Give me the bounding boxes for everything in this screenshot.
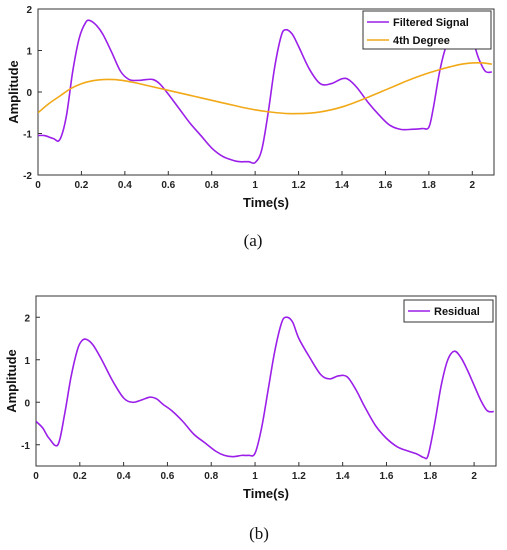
x-tick-label: 1.8 — [423, 471, 437, 482]
x-tick-label: 1 — [252, 180, 258, 191]
x-tick-label: 1.8 — [422, 180, 436, 191]
x-tick-label: 0 — [35, 180, 41, 191]
y-tick-label: -2 — [23, 171, 32, 182]
x-tick-label: 0.4 — [117, 471, 131, 482]
y-tick-label: 1 — [26, 47, 32, 58]
series-layer-a — [38, 19, 492, 165]
x-tick-label: 0.6 — [161, 180, 175, 191]
x-ticks-a: 0 0.2 0.4 0.6 0.8 1 1.2 1.4 1.6 1.8 2 — [35, 171, 476, 191]
y-tick-label: 1 — [24, 356, 30, 367]
panel-a: 0 0.2 0.4 0.6 0.8 1 1.2 1.4 1.6 1.8 2 -2 -1 0 1 2 Time… — [6, 5, 495, 250]
series-line-filtered-signal-a — [38, 19, 492, 165]
x-tick-label: 1.2 — [292, 471, 306, 482]
x-tick-label: 0 — [33, 471, 39, 482]
x-tick-label: 0.4 — [118, 180, 132, 191]
x-tick-label: 1.6 — [378, 180, 392, 191]
x-tick-label: 0.2 — [73, 471, 87, 482]
legend-label-filtered-signal: Filtered Signal — [393, 17, 469, 29]
x-ticks-b: 0 0.2 0.4 0.6 0.8 1 1.2 1.4 1.6 1.8 2 — [33, 462, 477, 482]
y-axis-label-a: Amplitude — [6, 60, 21, 124]
x-tick-label: 0.2 — [74, 180, 88, 191]
legend-b: Residual — [403, 299, 494, 323]
y-tick-label: -1 — [21, 441, 30, 452]
x-tick-label: 0.8 — [204, 471, 218, 482]
series-line-residual-b — [36, 316, 494, 460]
plot-area-b — [35, 295, 497, 467]
legend-label-4th-degree: 4th Degree — [393, 35, 450, 47]
x-axis-label-b: Time(s) — [243, 486, 289, 501]
x-tick-label: 2 — [470, 180, 476, 191]
series-line-4th-degree-a — [38, 61, 492, 115]
series-layer-b — [36, 316, 494, 460]
legend-a: Filtered Signal 4th Degree — [362, 10, 492, 50]
y-ticks-b: -1 0 1 2 — [21, 313, 40, 452]
legend-box-b — [403, 299, 494, 323]
y-tick-label: -1 — [23, 130, 32, 141]
x-tick-label: 1.4 — [336, 471, 350, 482]
y-tick-label: 0 — [24, 398, 30, 409]
x-tick-label: 1.4 — [335, 180, 349, 191]
x-tick-label: 2 — [471, 471, 477, 482]
panel-label-a: (a) — [244, 231, 263, 250]
x-tick-label: 0.6 — [160, 471, 174, 482]
legend-box-a — [362, 10, 492, 50]
y-axis-label-b: Amplitude — [4, 349, 19, 413]
x-tick-label: 0.8 — [205, 180, 219, 191]
y-tick-label: 2 — [24, 313, 30, 324]
panel-b: 0 0.2 0.4 0.6 0.8 1 1.2 1.4 1.6 1.8 2 -1 0 1 2 Time(s… — [4, 295, 497, 543]
y-tick-label: 0 — [26, 88, 32, 99]
x-tick-label: 1.2 — [292, 180, 306, 191]
x-axis-label-a: Time(s) — [243, 195, 289, 210]
x-tick-label: 1.6 — [380, 471, 394, 482]
y-tick-label: 2 — [26, 5, 32, 16]
y-ticks-a: -2 -1 0 1 2 — [23, 5, 42, 182]
panel-label-b: (b) — [249, 524, 269, 543]
x-tick-label: 1 — [252, 471, 258, 482]
legend-label-residual: Residual — [434, 306, 480, 318]
